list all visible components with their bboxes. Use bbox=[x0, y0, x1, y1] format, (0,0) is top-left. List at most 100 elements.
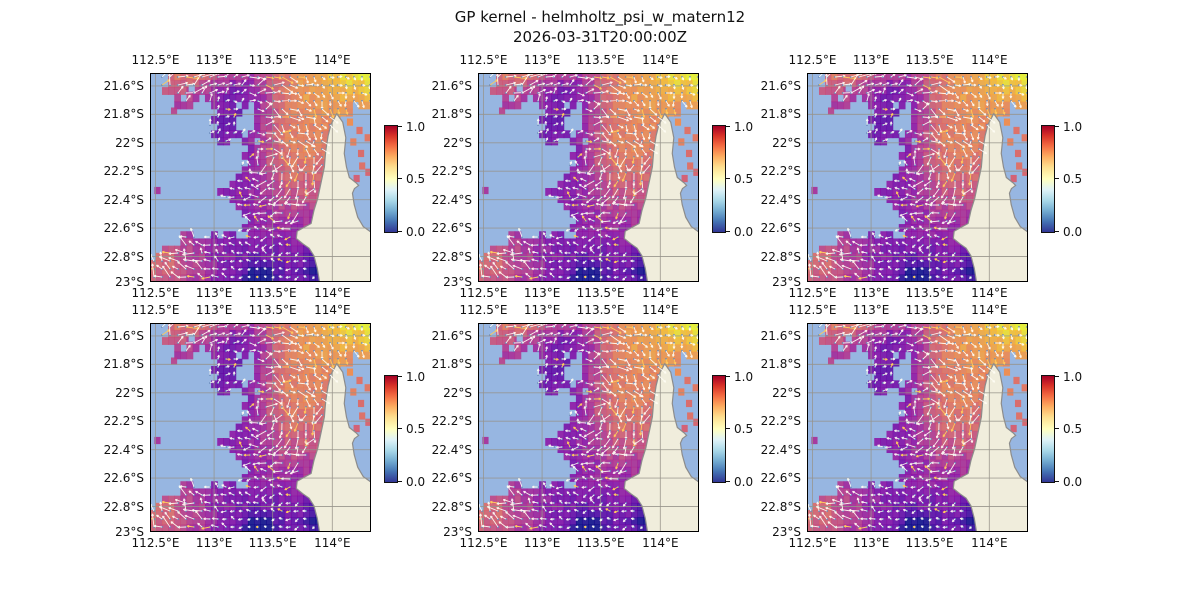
map-panel-5: 112.5°E 113°E 113.5°E 114°E 112.5°E 113°… bbox=[432, 303, 753, 550]
colorbar-tick-label: 0.5 bbox=[1063, 422, 1083, 436]
y-tick-label: 22.4°S bbox=[103, 442, 144, 457]
colorbar: 1.0 0.5 0.0 bbox=[712, 120, 782, 239]
x-tick-label-top: 112.5°E bbox=[131, 53, 180, 67]
y-tick-label: 22.8°S bbox=[431, 499, 472, 514]
y-tick-label: 21.6°S bbox=[431, 328, 472, 343]
y-tick-label: 22.2°S bbox=[431, 164, 472, 179]
y-tick-label: 21.6°S bbox=[760, 328, 801, 343]
colorbar-tick-label: 1.0 bbox=[1063, 370, 1083, 384]
y-tick-label: 22.8°S bbox=[431, 249, 472, 264]
y-tick-label: 22.6°S bbox=[760, 221, 801, 236]
x-tick-label-top: 113°E bbox=[195, 303, 233, 317]
y-tick-label: 23°S bbox=[115, 275, 144, 289]
colorbar: 1.0 0.5 0.0 bbox=[384, 370, 454, 489]
y-tick-label: 23°S bbox=[772, 525, 801, 539]
y-tick-label: 22.2°S bbox=[760, 414, 801, 429]
x-tick-label-bottom: 114°E bbox=[314, 536, 351, 550]
map-canvas bbox=[478, 73, 699, 282]
map-panel-1: 112.5°E 113°E 113.5°E 114°E 112.5°E 113°… bbox=[104, 53, 425, 300]
x-tick-label-top: 114°E bbox=[971, 303, 1008, 317]
x-tick-label-bottom: 113°E bbox=[195, 286, 233, 300]
x-tick-label-top: 114°E bbox=[314, 303, 351, 317]
map-canvas bbox=[150, 323, 371, 532]
x-tick-label-top: 112.5°E bbox=[459, 53, 508, 67]
map-plot bbox=[807, 323, 1028, 532]
x-tick-label-top: 114°E bbox=[642, 53, 679, 67]
colorbar-tick bbox=[1055, 231, 1059, 232]
x-tick-label-bottom: 113.5°E bbox=[576, 286, 625, 300]
colorbar-tick-label: 1.0 bbox=[734, 120, 754, 134]
y-tick-label: 22.4°S bbox=[760, 192, 801, 207]
x-tick-label-bottom: 112.5°E bbox=[131, 286, 180, 300]
y-tick-label: 21.6°S bbox=[760, 78, 801, 93]
colorbar-tick bbox=[726, 178, 730, 179]
figure-subtitle: 2026-03-31T20:00:00Z bbox=[513, 28, 687, 46]
y-tick-label: 22.8°S bbox=[760, 499, 801, 514]
y-tick-label: 21.6°S bbox=[103, 328, 144, 343]
colorbar-tick bbox=[726, 231, 730, 232]
map-panel-4: 112.5°E 113°E 113.5°E 114°E 112.5°E 113°… bbox=[104, 303, 425, 550]
x-tick-label-top: 113°E bbox=[852, 303, 890, 317]
colorbar-tick-label: 0.0 bbox=[1063, 475, 1083, 489]
y-tick-label: 22°S bbox=[115, 385, 144, 400]
y-tick-label: 22.8°S bbox=[760, 249, 801, 264]
y-tick-label: 22.6°S bbox=[103, 221, 144, 236]
colorbar-gradient bbox=[712, 125, 726, 233]
colorbar-tick-label: 1.0 bbox=[406, 120, 426, 134]
x-tick-label-top: 113.5°E bbox=[248, 303, 297, 317]
colorbar-gradient bbox=[712, 375, 726, 483]
colorbar-tick bbox=[726, 428, 730, 429]
colorbar-tick bbox=[1055, 428, 1059, 429]
x-tick-label-top: 113.5°E bbox=[248, 53, 297, 67]
map-panel-2: 112.5°E 113°E 113.5°E 114°E 112.5°E 113°… bbox=[432, 53, 753, 300]
colorbar-gradient bbox=[384, 125, 398, 233]
x-tick-label-bottom: 113.5°E bbox=[905, 286, 954, 300]
y-tick-label: 22.8°S bbox=[103, 249, 144, 264]
y-tick-label: 23°S bbox=[443, 525, 472, 539]
y-tick-label: 22.8°S bbox=[103, 499, 144, 514]
map-plot bbox=[807, 73, 1028, 282]
x-tick-label-top: 114°E bbox=[314, 53, 351, 67]
y-tick-label: 21.8°S bbox=[431, 357, 472, 372]
y-tick-label: 21.8°S bbox=[760, 357, 801, 372]
colorbar: 1.0 0.5 0.0 bbox=[384, 120, 454, 239]
map-plot bbox=[478, 323, 699, 532]
y-tick-label: 22.6°S bbox=[760, 471, 801, 486]
y-tick-label: 22.2°S bbox=[760, 164, 801, 179]
x-tick-label-bottom: 114°E bbox=[642, 536, 679, 550]
y-tick-label: 22.6°S bbox=[103, 471, 144, 486]
map-canvas bbox=[807, 323, 1028, 532]
x-tick-label-bottom: 113°E bbox=[523, 286, 561, 300]
x-tick-label-bottom: 114°E bbox=[971, 286, 1008, 300]
y-tick-label: 22.4°S bbox=[103, 192, 144, 207]
y-tick-label: 22.4°S bbox=[431, 442, 472, 457]
x-tick-label-bottom: 113.5°E bbox=[248, 286, 297, 300]
x-tick-label-top: 112.5°E bbox=[788, 303, 837, 317]
y-tick-label: 21.8°S bbox=[431, 107, 472, 122]
y-tick-label: 21.6°S bbox=[103, 78, 144, 93]
colorbar-tick bbox=[726, 481, 730, 482]
colorbar-tick bbox=[398, 428, 402, 429]
x-tick-label-bottom: 112.5°E bbox=[788, 286, 837, 300]
y-tick-label: 22.2°S bbox=[103, 164, 144, 179]
map-canvas bbox=[150, 73, 371, 282]
colorbar-tick-label: 1.0 bbox=[1063, 120, 1083, 134]
colorbar-tick bbox=[398, 178, 402, 179]
colorbar-tick bbox=[398, 126, 402, 127]
x-tick-label-top: 113.5°E bbox=[905, 303, 954, 317]
colorbar-tick bbox=[726, 376, 730, 377]
x-tick-label-bottom: 113.5°E bbox=[905, 536, 954, 550]
x-tick-label-top: 112.5°E bbox=[788, 53, 837, 67]
colorbar-tick bbox=[1055, 178, 1059, 179]
figure-title: GP kernel - helmholtz_psi_w_matern12 bbox=[454, 8, 746, 26]
colorbar: 1.0 0.5 0.0 bbox=[1041, 120, 1111, 239]
colorbar-tick bbox=[1055, 126, 1059, 127]
colorbar-tick bbox=[398, 481, 402, 482]
colorbar-tick-label: 1.0 bbox=[734, 370, 754, 384]
colorbar: 1.0 0.5 0.0 bbox=[712, 370, 782, 489]
x-tick-label-bottom: 114°E bbox=[971, 536, 1008, 550]
x-tick-label-top: 113.5°E bbox=[905, 53, 954, 67]
y-tick-label: 22°S bbox=[772, 135, 801, 150]
colorbar: 1.0 0.5 0.0 bbox=[1041, 370, 1111, 489]
colorbar-tick bbox=[1055, 376, 1059, 377]
